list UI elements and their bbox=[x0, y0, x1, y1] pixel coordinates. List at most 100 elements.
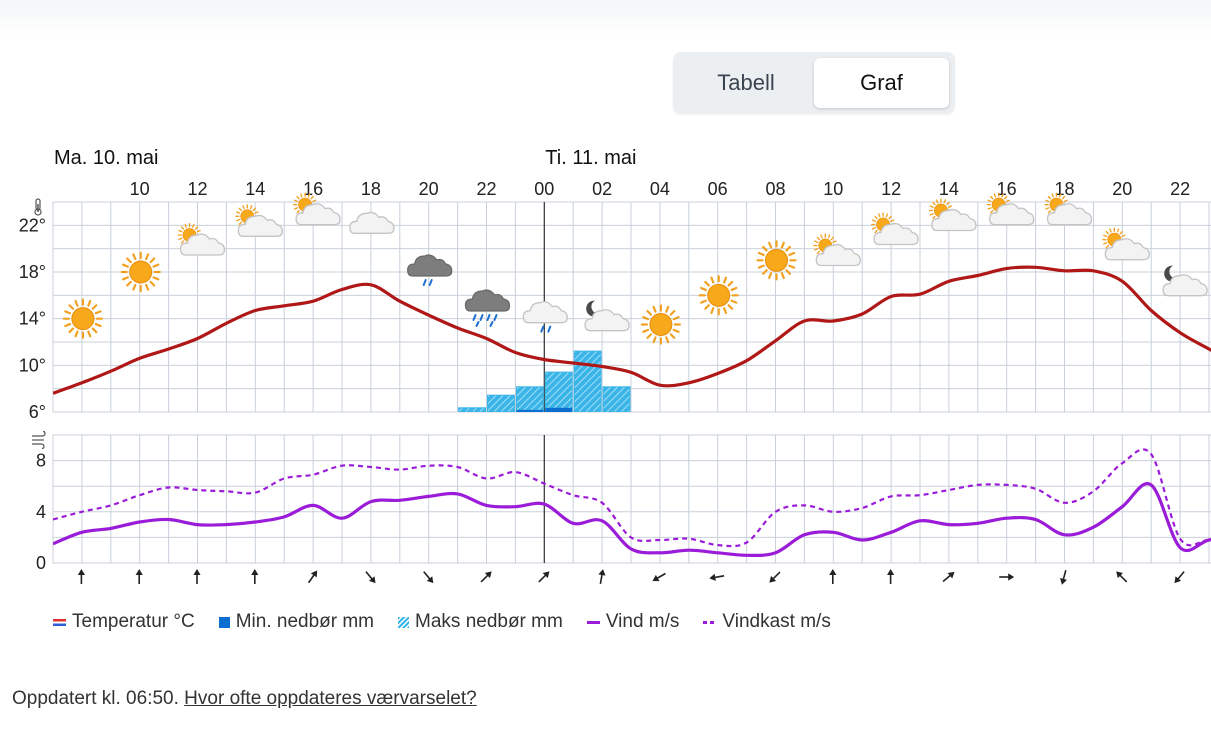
hour-label: 10 bbox=[130, 179, 150, 199]
night-cloud-icon bbox=[585, 301, 629, 331]
footer: Oppdatert kl. 06:50. Hvor ofte oppdatere… bbox=[12, 688, 477, 710]
legend-wind: Vind m/s bbox=[586, 611, 680, 633]
arrow-icon bbox=[1112, 567, 1131, 586]
legend-temperature-label: Temperatur °C bbox=[72, 611, 195, 632]
updated-text: Oppdatert kl. 06:50. bbox=[12, 688, 179, 709]
legend-gust: Vindkast m/s bbox=[703, 611, 831, 633]
temp-axis-label: 6° bbox=[29, 402, 46, 422]
hour-label: 20 bbox=[419, 179, 439, 199]
precip-min-bar bbox=[545, 407, 573, 412]
legend-min-precip: Min. nedbør mm bbox=[218, 611, 375, 633]
temp-axis-label: 14° bbox=[19, 309, 46, 329]
hour-label: 14 bbox=[939, 179, 959, 199]
precip-max-bar bbox=[515, 386, 544, 412]
temperature-line bbox=[53, 265, 1211, 395]
weather-chart: Ma. 10. mai Ti. 11. mai 10 12 14 16 18 20 22 00 0… bbox=[19, 147, 1211, 587]
precip-max-bar bbox=[544, 371, 573, 412]
wind-axis-label: 4 bbox=[36, 502, 46, 522]
hour-label: 20 bbox=[1112, 179, 1132, 199]
gust-line bbox=[53, 448, 1211, 548]
legend-temperature: Temperatur °C bbox=[53, 611, 195, 633]
arrow-icon bbox=[304, 567, 321, 586]
cloud-icon bbox=[350, 212, 394, 233]
partly-cloudy-icon bbox=[814, 234, 860, 265]
hour-label: 14 bbox=[245, 179, 265, 199]
precip-min-bar bbox=[516, 409, 544, 412]
tabell-button[interactable]: Tabell bbox=[679, 58, 813, 108]
arrow-icon bbox=[362, 568, 380, 587]
hour-label: 08 bbox=[765, 179, 785, 199]
legend-max-precip: Maks nedbør mm bbox=[398, 611, 563, 633]
hour-label: 04 bbox=[650, 179, 670, 199]
sun-icon bbox=[756, 240, 797, 281]
min-precip-swatch bbox=[218, 616, 230, 628]
gust-swatch bbox=[703, 620, 717, 624]
arrow-icon bbox=[134, 568, 144, 585]
thermometer-icon bbox=[34, 198, 42, 216]
hour-label: 18 bbox=[1054, 179, 1074, 199]
temp-axis-label: 22° bbox=[19, 215, 46, 235]
legend-min-precip-label: Min. nedbør mm bbox=[235, 611, 375, 632]
wind-axis-label: 8 bbox=[36, 451, 46, 471]
temp-axis-label: 10° bbox=[19, 355, 46, 375]
sun-icon bbox=[62, 298, 104, 339]
arrow-icon bbox=[1057, 568, 1071, 587]
precip-max-bar bbox=[573, 350, 602, 412]
night-cloud-icon bbox=[1163, 266, 1207, 296]
legend-max-precip-label: Maks nedbør mm bbox=[415, 611, 563, 632]
arrow-icon bbox=[596, 567, 608, 586]
temperature-swatch bbox=[53, 618, 66, 626]
day-label: Ti. 11. mai bbox=[545, 147, 636, 169]
hour-label: 06 bbox=[708, 179, 728, 199]
temp-axis-label: 18° bbox=[19, 262, 46, 282]
hour-label: 12 bbox=[187, 179, 207, 199]
wind-icon bbox=[31, 430, 46, 450]
top-band bbox=[0, 0, 1211, 36]
hour-label: 00 bbox=[534, 179, 554, 199]
partly-cloudy-icon bbox=[930, 199, 976, 230]
precip-max-bar bbox=[602, 386, 631, 412]
partly-cloudy-icon bbox=[178, 224, 224, 255]
arrow-icon bbox=[939, 568, 958, 586]
arrow-icon bbox=[886, 568, 895, 585]
wind-swatch bbox=[586, 620, 600, 624]
hour-label: 10 bbox=[823, 179, 843, 199]
update-frequency-link[interactable]: Hvor ofte oppdateres værvarselet? bbox=[184, 688, 477, 709]
arrow-icon bbox=[1170, 568, 1188, 587]
max-precip-swatch bbox=[398, 616, 410, 628]
arrow-icon bbox=[828, 568, 838, 585]
wind-line bbox=[53, 482, 1211, 558]
partly-cloudy-icon bbox=[872, 213, 918, 244]
legend-gust-label: Vindkast m/s bbox=[722, 611, 831, 632]
sun-icon bbox=[640, 304, 682, 345]
legend-wind-label: Vind m/s bbox=[605, 611, 680, 632]
sun-icon bbox=[120, 251, 161, 293]
hour-label: 16 bbox=[997, 179, 1017, 199]
hour-label: 02 bbox=[592, 179, 612, 199]
arrow-icon bbox=[649, 569, 669, 585]
arrow-icon bbox=[477, 567, 496, 586]
arrow-icon bbox=[765, 568, 784, 587]
hour-label: 22 bbox=[476, 179, 496, 199]
hour-label: 18 bbox=[361, 179, 381, 199]
arrow-icon bbox=[998, 572, 1016, 582]
view-toggle: Tabell Graf bbox=[673, 52, 955, 114]
legend: Temperatur °C Min. nedbør mm Maks nedbør… bbox=[53, 610, 855, 634]
hour-label: 22 bbox=[1170, 179, 1190, 199]
wind-axis-label: 0 bbox=[36, 553, 46, 573]
sun-icon bbox=[698, 275, 739, 316]
precip-max-bar bbox=[458, 407, 487, 412]
cloud-rain-icon bbox=[523, 302, 567, 332]
arrow-icon bbox=[192, 568, 202, 585]
precip-max-bar bbox=[487, 394, 515, 412]
day-label: Ma. 10. mai bbox=[54, 147, 158, 169]
hour-label: 12 bbox=[881, 179, 901, 199]
partly-cloudy-icon bbox=[1103, 228, 1149, 259]
rain-cloud-icon bbox=[408, 255, 452, 285]
arrow-icon bbox=[420, 568, 437, 587]
arrow-icon bbox=[77, 568, 86, 585]
graf-button[interactable]: Graf bbox=[814, 58, 949, 108]
arrow-icon bbox=[707, 571, 726, 583]
partly-cloudy-icon bbox=[236, 205, 282, 236]
arrow-icon bbox=[250, 568, 260, 585]
